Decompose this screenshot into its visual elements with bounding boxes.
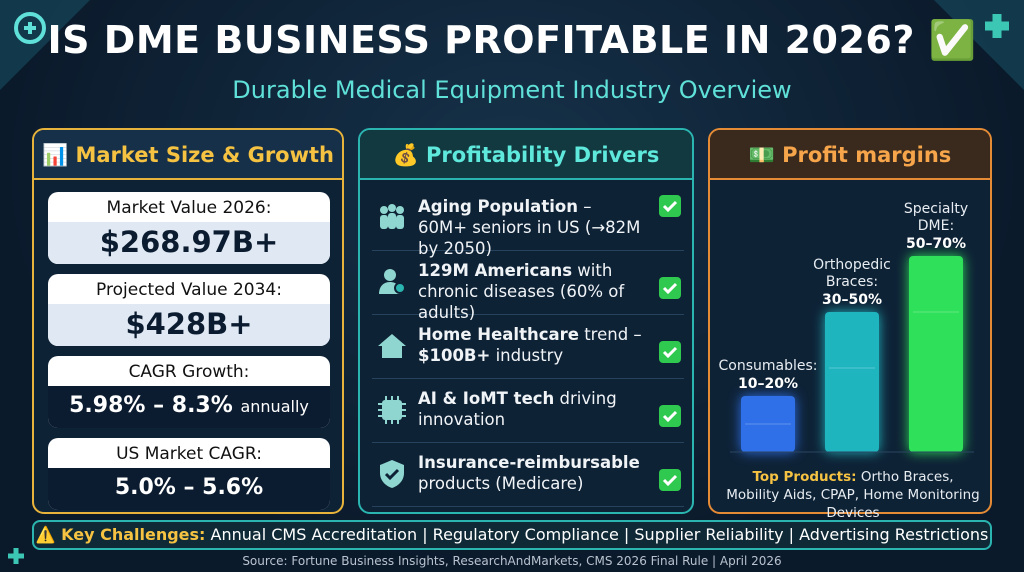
challenges-label: ⚠️ Key Challenges: xyxy=(35,525,206,544)
driver-part: AI & IoMT tech xyxy=(418,389,555,408)
stat-card: US Market CAGR: 5.0% – 5.6% xyxy=(48,438,330,510)
driver-part: Home Healthcare xyxy=(418,325,579,344)
driver-item: Aging Population – 60M+ seniors in US (→… xyxy=(372,188,684,258)
driver-text: Aging Population – 60M+ seniors in US (→… xyxy=(418,196,644,259)
margins-panel: 💵 Profit margins 10–20% Consumables: 30–50… xyxy=(708,128,992,521)
driver-text: AI & IoMT tech driving innovation xyxy=(418,388,644,430)
stat-card: CAGR Growth: 5.98% – 8.3% annually xyxy=(48,356,330,428)
stat-label: Projected Value 2034: xyxy=(96,280,282,300)
stat-number: $428B+ xyxy=(125,307,253,341)
value-label: 50–70% xyxy=(906,236,966,252)
value-label: 10–20% xyxy=(738,376,798,392)
check-icon xyxy=(659,469,681,491)
top-products: Top Products: Ortho Braces, Mobility Aid… xyxy=(724,468,982,522)
challenges: ⚠️ Key Challenges: Annual CMS Accreditat… xyxy=(32,520,992,550)
driver-part: 129M Americans xyxy=(418,261,573,280)
driver-part: driving innovation xyxy=(418,389,617,429)
bar-name: Specialty DME: xyxy=(904,201,968,234)
source: Source: Fortune Business Insights, Resea… xyxy=(242,554,782,568)
stat-label: CAGR Growth: xyxy=(128,362,250,382)
title: IS DME BUSINESS PROFITABLE IN 2026? ✅ xyxy=(47,18,977,62)
driver-part: products (Medicare) xyxy=(418,474,584,493)
check-icon xyxy=(659,405,681,427)
driver-icon xyxy=(379,269,406,294)
driver-part: trend – xyxy=(578,325,642,344)
margin-chart: 10–20% Consumables: 30–50% Orthopedic Braces… xyxy=(719,201,974,453)
bar xyxy=(825,312,879,452)
value-label: 30–50% xyxy=(822,292,882,308)
stat-card: Projected Value 2034: $428B+ xyxy=(48,274,330,346)
panel-title: 💰 Profitability Drivers xyxy=(360,130,692,180)
stat-value: $428B+ xyxy=(48,304,330,346)
top-text: Ortho Braces, Mobility Aids, CPAP, Home … xyxy=(726,469,980,521)
driver-part: Aging Population xyxy=(418,197,578,216)
top-label: Top Products: xyxy=(752,469,857,485)
driver-item: Home Healthcare trend – $100B+ industry xyxy=(372,316,684,379)
stat-number: 5.0% – 5.6% xyxy=(114,475,264,500)
challenges-text: Annual CMS Accreditation | Regulatory Co… xyxy=(210,525,989,544)
driver-item: Insurance-reimbursable products (Medicar… xyxy=(372,444,684,507)
market-panel: 📊 Market Size & Growth Market Value 2026… xyxy=(32,128,344,514)
stat-value: 5.0% – 5.6% xyxy=(48,468,330,510)
stat-label: Market Value 2026: xyxy=(106,198,272,218)
driver-text: 129M Americans with chronic diseases (60… xyxy=(418,260,644,323)
stat-suffix: annually xyxy=(240,397,309,416)
driver-icon xyxy=(380,460,404,488)
bar xyxy=(909,256,963,452)
bar-name: Orthopedic Braces: xyxy=(813,257,891,290)
check-icon xyxy=(659,195,681,217)
panel-title: 💵 Profit margins xyxy=(710,130,990,180)
driver-icon xyxy=(378,396,406,424)
driver-part: industry xyxy=(490,346,564,365)
check-icon xyxy=(659,341,681,363)
bar-name: Consumables: xyxy=(719,358,818,374)
driver-text: Home Healthcare trend – $100B+ industry xyxy=(418,324,644,366)
stat-number: 5.98% – 8.3% xyxy=(69,393,233,418)
stat-number: $268.97B+ xyxy=(99,225,279,259)
panel-title: 📊 Market Size & Growth xyxy=(34,130,342,180)
driver-part: $100B+ xyxy=(418,346,491,365)
stat-value: 5.98% – 8.3% annually xyxy=(48,386,330,428)
driver-icon xyxy=(378,334,406,358)
driver-text: Insurance-reimbursable products (Medicar… xyxy=(418,452,644,494)
subtitle: Durable Medical Equipment Industry Overv… xyxy=(232,76,792,104)
check-icon xyxy=(659,277,681,299)
driver-item: 129M Americans with chronic diseases (60… xyxy=(372,252,684,322)
stat-label: US Market CAGR: xyxy=(116,444,262,464)
driver-icon xyxy=(380,204,404,229)
driver-part: – 60M+ seniors in US (→82M by 2050) xyxy=(418,197,641,258)
drivers-panel: 💰 Profitability Drivers Aging Population… xyxy=(358,128,694,514)
driver-part: with chronic diseases (60% of adults) xyxy=(418,261,625,322)
bar xyxy=(741,396,795,452)
stat-value: $268.97B+ xyxy=(48,222,330,264)
driver-item: AI & IoMT tech driving innovation xyxy=(372,380,684,443)
driver-part: Insurance-reimbursable xyxy=(418,453,640,472)
stat-card: Market Value 2026: $268.97B+ xyxy=(48,192,330,264)
